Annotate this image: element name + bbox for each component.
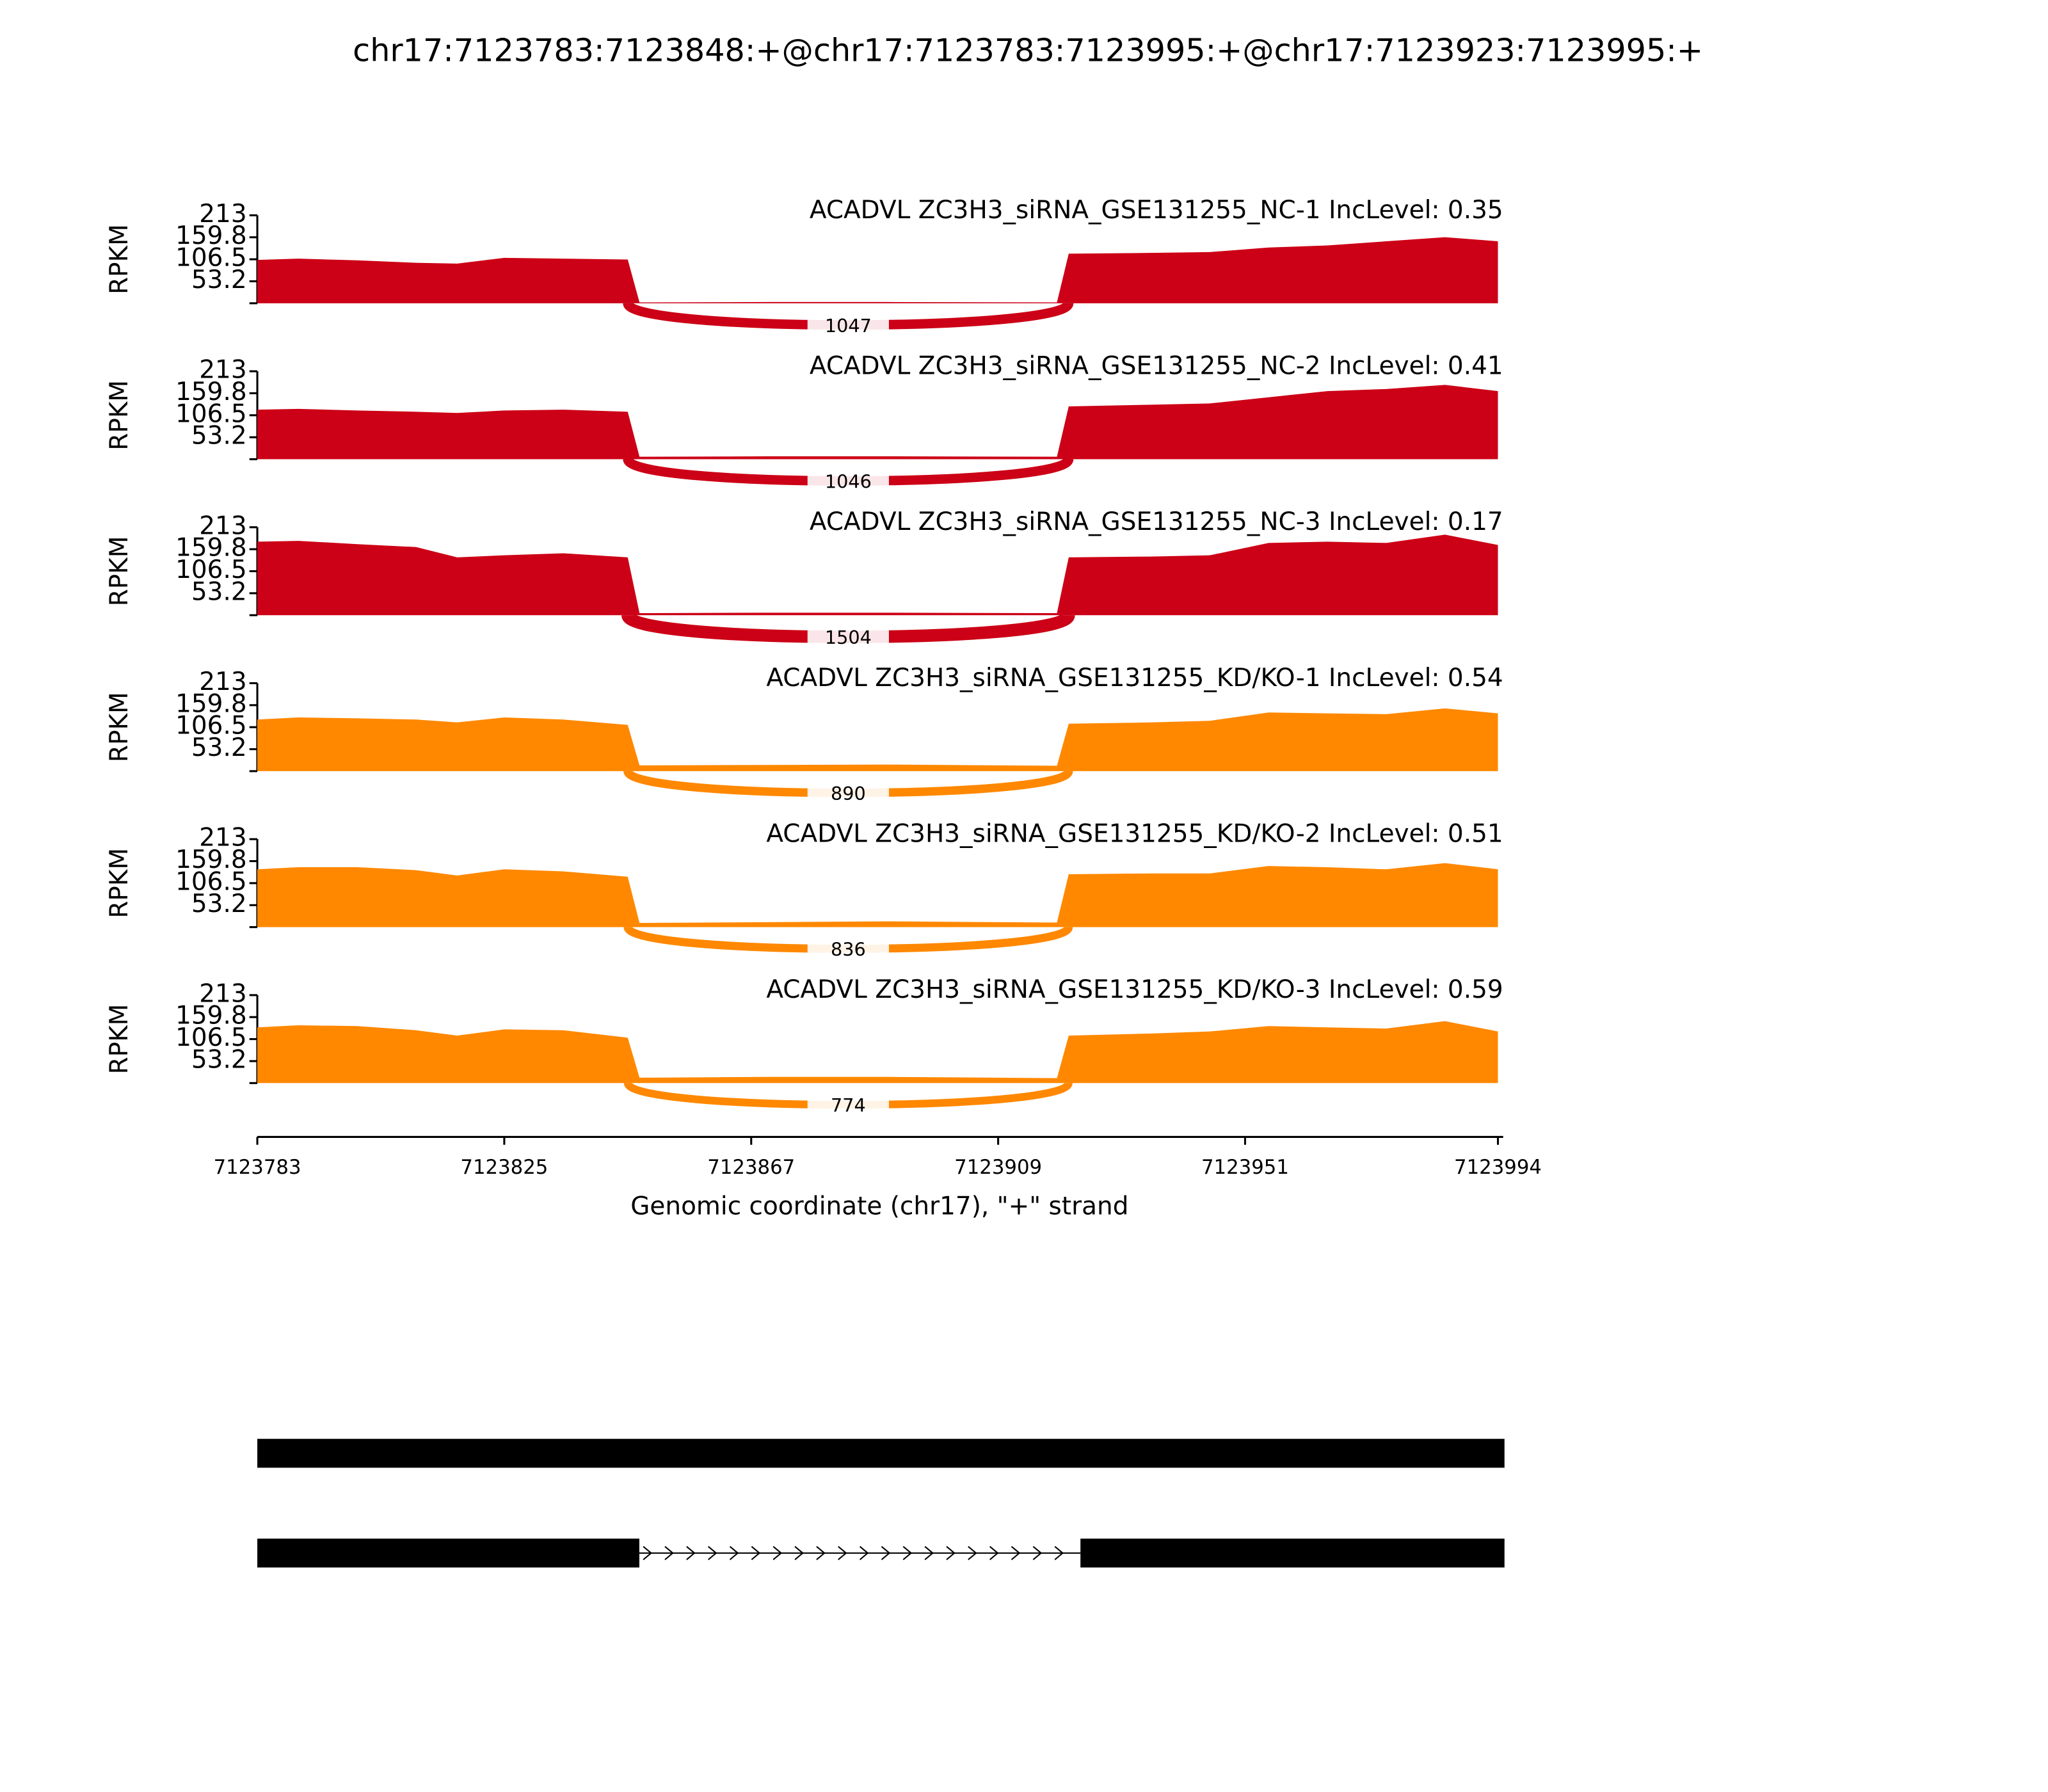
y-tick-label: 213 [199,824,246,852]
chevron [1054,1546,1064,1560]
chevron [924,1546,934,1560]
x-tick-label: 7123994 [1454,1156,1542,1179]
chevron [1032,1546,1043,1560]
x-tick-label: 7123909 [954,1156,1042,1179]
chevron [838,1546,847,1560]
junction-label: 1046 [825,470,872,492]
x-tick-label: 7123783 [214,1156,301,1179]
y-tick-label: 159.8 [175,534,247,563]
transcript-exon [257,1439,1505,1468]
intron-direction [643,1546,1064,1560]
y-tick-label: 106.5 [175,556,247,584]
coverage-area [257,708,1498,771]
y-tick-label: 213 [199,668,246,696]
transcript-exon [1080,1539,1505,1568]
junction-label-box [807,932,889,967]
panel-title: ACADVL ZC3H3_siRNA_GSE131255_NC-2 IncLev… [810,351,1503,380]
y-tick-label: 106.5 [175,712,247,740]
y-axis-label: RPKM [105,224,134,294]
panel-title: ACADVL ZC3H3_siRNA_GSE131255_KD/KO-1 Inc… [766,664,1503,692]
junction-label-box [807,308,889,343]
transcript-exon [257,1539,639,1568]
chevron [751,1546,761,1560]
y-tick-label: 106.5 [175,867,247,896]
y-tick-label: 159.8 [175,1002,247,1030]
y-axis-label: RPKM [105,692,134,762]
y-axis-label: RPKM [105,536,134,607]
y-tick-label: 213 [199,200,246,228]
chevron [729,1546,739,1560]
y-axis-label: RPKM [105,380,134,451]
coverage-area [257,534,1498,616]
chevron [859,1546,869,1560]
junction-label-box [807,464,889,499]
x-axis-label: Genomic coordinate (chr17), "+" strand [630,1192,1128,1221]
y-tick-label: 213 [199,356,246,385]
chevron [708,1546,717,1560]
chevron [664,1546,674,1560]
junction-label-box [807,776,889,811]
y-tick-label: 106.5 [175,244,247,273]
y-tick-label: 53.2 [191,422,247,451]
y-tick-label: 53.2 [191,1045,247,1074]
chevron [946,1546,956,1560]
y-tick-label: 213 [199,979,246,1008]
coverage-area [257,237,1498,303]
x-tick-label: 7123825 [460,1156,548,1179]
chevron [816,1546,826,1560]
chevron [1011,1546,1021,1560]
y-tick-label: 53.2 [191,266,247,294]
junction-label: 1047 [825,315,872,337]
y-tick-label: 159.8 [175,221,247,250]
y-tick-label: 159.8 [175,689,247,718]
chevron [643,1546,653,1560]
y-tick-label: 53.2 [191,577,247,606]
x-tick-label: 7123951 [1201,1156,1289,1179]
junction-label-box [807,1088,889,1123]
coverage-area [257,1021,1498,1084]
junction-label: 836 [831,939,866,961]
chevron [772,1546,783,1560]
chevron [881,1546,891,1560]
coverage-area [257,385,1498,460]
panel-title: ACADVL ZC3H3_siRNA_GSE131255_KD/KO-3 Inc… [766,975,1503,1004]
junction-label: 890 [831,783,866,804]
y-tick-label: 106.5 [175,1023,247,1052]
panel-title: ACADVL ZC3H3_siRNA_GSE131255_NC-3 IncLev… [810,508,1503,536]
figure-title: chr17:7123783:7123848:+@chr17:7123783:71… [353,32,1703,69]
junction-label: 774 [831,1094,866,1116]
x-tick-label: 7123867 [707,1156,795,1179]
y-axis-label: RPKM [105,848,134,918]
y-axis-label: RPKM [105,1004,134,1075]
panel-title: ACADVL ZC3H3_siRNA_GSE131255_KD/KO-2 Inc… [766,820,1503,849]
chevron [902,1546,913,1560]
y-tick-label: 53.2 [191,890,247,918]
coverage-area [257,863,1498,927]
y-tick-label: 213 [199,511,246,540]
junction-label: 1504 [825,627,872,648]
transcript-model [257,1439,1505,1568]
y-tick-label: 159.8 [175,378,247,406]
y-tick-label: 53.2 [191,733,247,762]
chevron [686,1546,696,1560]
chevron [989,1546,999,1560]
chevron [968,1546,977,1560]
junction-label-box [807,620,889,655]
chevron [794,1546,804,1560]
y-tick-label: 159.8 [175,845,247,874]
y-tick-label: 106.5 [175,399,247,428]
panel-title: ACADVL ZC3H3_siRNA_GSE131255_NC-1 IncLev… [810,196,1503,225]
